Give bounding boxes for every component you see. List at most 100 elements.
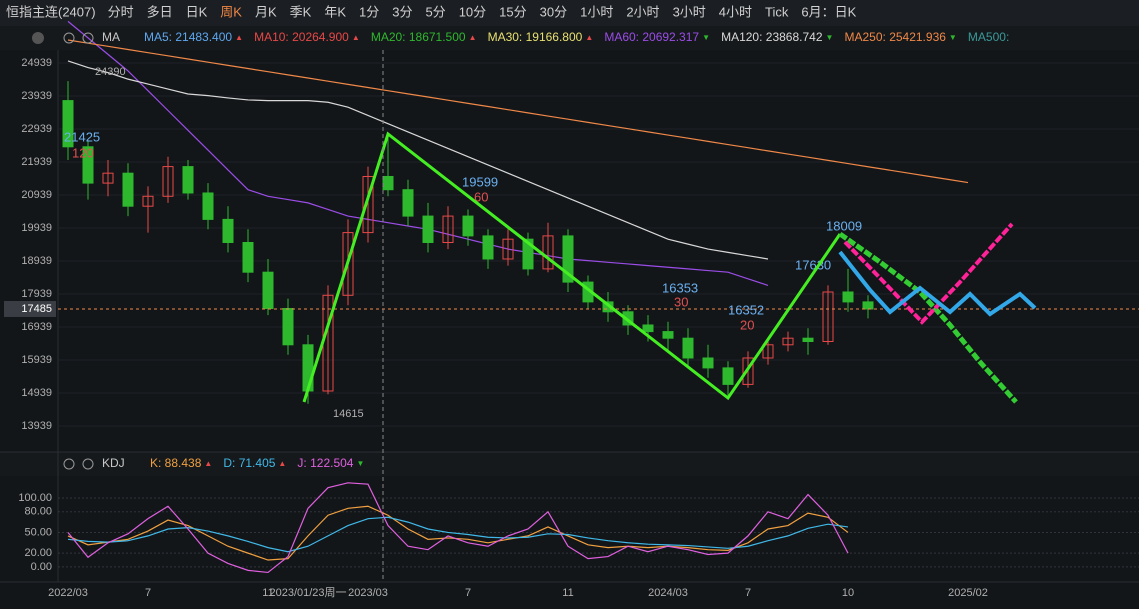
candle-body xyxy=(202,192,214,220)
x-tick-label: 7 xyxy=(465,587,471,599)
toolbar-item[interactable]: 6月：日K xyxy=(801,4,856,19)
legend-item: J: 122.504 xyxy=(297,456,353,470)
y-tick-label: 16939 xyxy=(21,321,52,333)
legend-arrow: ▲ xyxy=(235,33,243,42)
candle-body xyxy=(362,175,374,234)
y-tick-label: 80.00 xyxy=(24,506,52,518)
x-tick-label: 7 xyxy=(145,587,151,599)
legend-arrow: ▲ xyxy=(204,459,212,468)
candle-body xyxy=(702,357,714,369)
toolbar xyxy=(0,0,1139,26)
settings-icon[interactable] xyxy=(63,458,75,470)
toolbar-item[interactable]: 分时 xyxy=(108,4,134,19)
candle-body xyxy=(822,291,834,342)
annotation: 30 xyxy=(674,294,688,309)
y-tick-label: 50.00 xyxy=(24,526,52,538)
candle-body xyxy=(842,291,854,303)
projection-drawing xyxy=(843,222,1014,325)
y-tick-label: 20939 xyxy=(21,189,52,201)
candle-body xyxy=(442,215,454,243)
annotation: 60 xyxy=(474,189,488,204)
legend-item: MA250: 25421.936 xyxy=(845,30,947,44)
y-tick-label: 100.00 xyxy=(18,492,52,504)
candle-body xyxy=(782,337,794,346)
y-tick-label: 23939 xyxy=(21,90,52,102)
legend-arrow: ▼ xyxy=(702,33,710,42)
candle-body xyxy=(682,337,694,359)
current-price-box xyxy=(4,300,56,317)
close-icon[interactable] xyxy=(82,32,94,44)
y-tick-label: 18939 xyxy=(21,255,52,267)
candle-body xyxy=(622,311,634,326)
candle-body xyxy=(142,195,154,207)
annotation: 16353 xyxy=(662,280,698,295)
annotation: 24390 xyxy=(95,66,126,78)
y-tick-label: 0.00 xyxy=(31,561,52,573)
legend-item: MA5: 21483.400 xyxy=(144,30,232,44)
settings-icon[interactable] xyxy=(63,32,75,44)
candle-body xyxy=(462,215,474,237)
toolbar-item[interactable]: 30分 xyxy=(540,4,567,19)
x-tick-label: 7 xyxy=(745,587,751,599)
legend-arrow: ▲ xyxy=(278,459,286,468)
legend-item: MA60: 20692.317 xyxy=(604,30,699,44)
x-tick-label: 11 xyxy=(262,587,273,599)
candle-body xyxy=(762,344,774,359)
y-tick-label: 17939 xyxy=(21,288,52,300)
legend-arrow: ▲ xyxy=(352,33,360,42)
symbol: 恒指主连(2407) xyxy=(6,4,96,19)
kdj-line xyxy=(67,516,849,553)
current-price-label: 17485 xyxy=(21,303,52,315)
toolbar-item[interactable]: 3分 xyxy=(392,4,412,19)
projection-drawing xyxy=(838,231,1018,404)
toolbar-item[interactable]: 3小时 xyxy=(673,4,706,19)
candle-body xyxy=(282,307,294,346)
candle-body xyxy=(722,367,734,385)
toolbar-item[interactable]: 年K xyxy=(324,4,346,19)
candle-body xyxy=(802,337,814,342)
collapse-icon[interactable] xyxy=(32,32,44,44)
legend-arrow: ▲ xyxy=(585,33,593,42)
toolbar-item[interactable]: 2小时 xyxy=(626,4,659,19)
candle-body xyxy=(662,331,674,339)
legend-item: D: 71.405 xyxy=(223,456,275,470)
x-tick-label: 2024/03 xyxy=(648,587,688,599)
candle-body xyxy=(122,172,134,207)
candle-body xyxy=(182,166,194,194)
candle-body xyxy=(642,324,654,333)
projection-drawing xyxy=(838,250,1037,317)
toolbar-item[interactable]: 1小时 xyxy=(580,4,613,19)
main-panel: 24939 23939 22939 21939 20939 19939 18939 17939… xyxy=(4,20,1139,599)
toolbar-item[interactable]: 日K xyxy=(186,4,208,19)
legend-arrow: ▼ xyxy=(826,33,834,42)
toolbar-item[interactable]: 季K xyxy=(290,4,312,19)
x-tick-label: 2023/01/23周一 xyxy=(269,586,346,599)
toolbar-item[interactable]: 周K xyxy=(220,4,242,19)
kdj-line xyxy=(67,482,849,574)
toolbar-item[interactable]: 1分 xyxy=(359,4,379,19)
close-icon[interactable] xyxy=(82,458,94,470)
legend-item: MA10: 20264.900 xyxy=(254,30,349,44)
toolbar-item[interactable]: Tick xyxy=(765,4,789,19)
toolbar-item[interactable]: 10分 xyxy=(459,4,486,19)
candle-body xyxy=(162,166,174,197)
legend-item: MA30: 19166.800 xyxy=(488,30,583,44)
toolbar-item[interactable]: 5分 xyxy=(425,4,445,19)
candle-body xyxy=(302,344,314,392)
y-tick-label: 21939 xyxy=(21,156,52,168)
y-tick-label: 22939 xyxy=(21,123,52,135)
toolbar-item[interactable]: 15分 xyxy=(499,4,526,19)
candle-body xyxy=(242,241,254,273)
x-tick-label: 2025/02 xyxy=(948,587,988,599)
candle-body xyxy=(62,100,74,148)
x-tick-label: 2022/03 xyxy=(48,587,88,599)
candle-body xyxy=(862,301,874,310)
toolbar-item[interactable]: 4小时 xyxy=(719,4,752,19)
toolbar-item[interactable]: 月K xyxy=(255,4,277,19)
toolbar-item[interactable]: 多日 xyxy=(147,4,173,19)
x-tick-label: 10 xyxy=(842,587,854,599)
legend-arrow: ▼ xyxy=(356,459,364,468)
candle-body xyxy=(102,172,114,184)
legend-bar xyxy=(0,26,1139,50)
